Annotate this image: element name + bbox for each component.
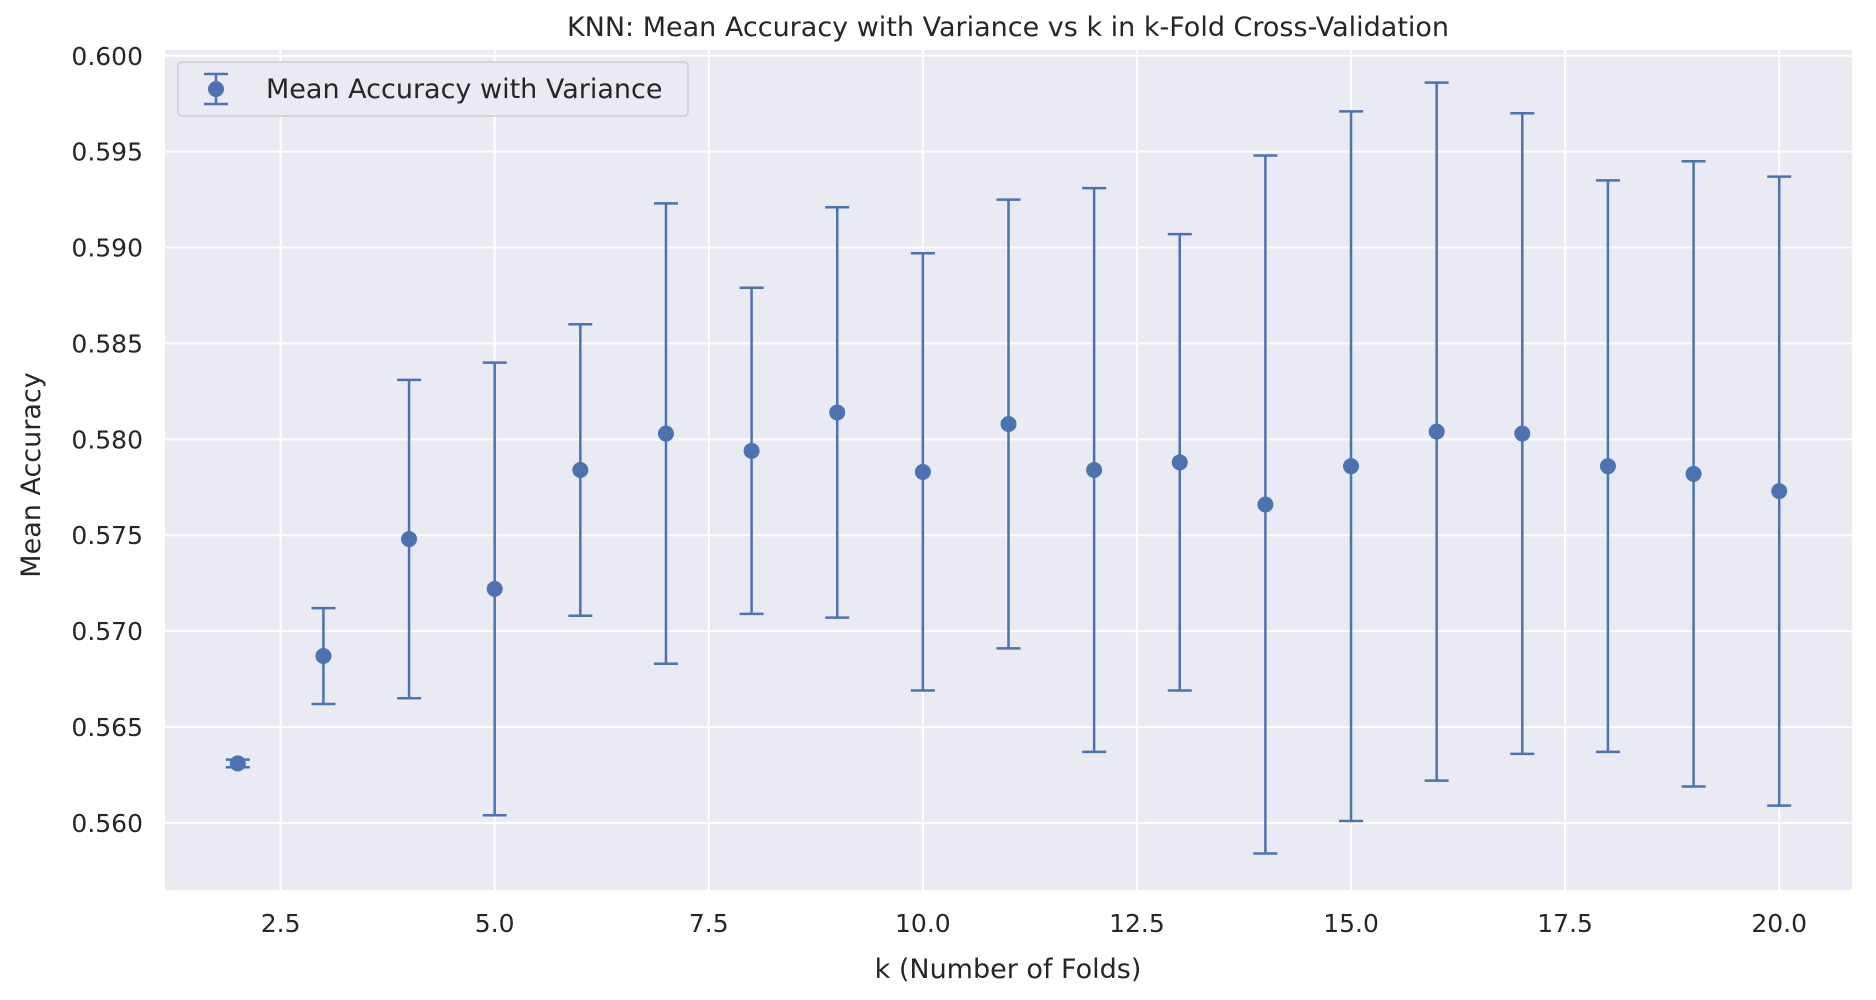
x-tick-label: 17.5 — [1537, 909, 1593, 938]
x-tick-label: 7.5 — [689, 909, 729, 938]
x-tick-label: 15.0 — [1323, 909, 1379, 938]
y-tick-label: 0.575 — [71, 521, 143, 550]
data-point-marker — [1599, 458, 1616, 475]
error-bar-point — [1595, 179, 1620, 754]
error-bar-point — [1082, 186, 1107, 754]
data-point-marker — [229, 755, 246, 772]
error-bar-point — [1253, 154, 1278, 855]
chart-title: KNN: Mean Accuracy with Variance vs k in… — [567, 12, 1449, 43]
x-tick-labels: 2.5 5.0 7.5 10.0 12.5 15.0 17.5 20.0 — [261, 909, 1807, 938]
data-points — [225, 81, 1792, 855]
error-bar-point — [1510, 112, 1535, 756]
error-bar-point — [1339, 110, 1364, 823]
error-bar-point — [1767, 175, 1792, 807]
data-point-marker — [657, 425, 674, 442]
data-point-marker — [401, 531, 418, 548]
data-point-marker — [1771, 483, 1788, 500]
error-bar-point — [311, 606, 336, 706]
y-tick-label: 0.565 — [71, 713, 143, 742]
data-point-marker — [743, 442, 760, 459]
legend-box — [177, 61, 689, 117]
error-bar-point — [910, 252, 935, 692]
data-point-marker — [914, 463, 931, 480]
x-tick-label: 20.0 — [1751, 909, 1807, 938]
error-bar-point — [1424, 81, 1449, 782]
data-point-marker — [1257, 496, 1274, 513]
y-tick-label: 0.560 — [71, 809, 143, 838]
data-point-marker — [1428, 423, 1445, 440]
y-tick-labels: 0.560 0.565 0.570 0.575 0.580 0.585 0.590 0.595… — [71, 42, 143, 838]
y-tick-label: 0.590 — [71, 234, 143, 263]
error-bar-point — [1681, 159, 1706, 788]
data-point-marker — [315, 648, 332, 665]
error-bar-point — [825, 206, 850, 619]
error-bar-point — [739, 286, 764, 616]
y-axis-label: Mean Accuracy — [16, 372, 47, 577]
y-tick-label: 0.585 — [71, 329, 143, 358]
legend-marker-icon — [208, 81, 224, 97]
data-point-marker — [1685, 465, 1702, 482]
y-tick-label: 0.600 — [71, 42, 143, 71]
legend-label: Mean Accuracy with Variance — [266, 74, 663, 105]
error-bar-point — [568, 322, 593, 618]
data-point-marker — [1514, 425, 1531, 442]
data-point-marker — [486, 580, 503, 597]
x-tick-label: 12.5 — [1109, 909, 1165, 938]
data-point-marker — [1086, 462, 1103, 478]
y-tick-label: 0.570 — [71, 617, 143, 646]
error-bar-point — [653, 202, 678, 665]
data-point-marker — [1171, 454, 1188, 471]
y-tick-label: 0.595 — [71, 138, 143, 167]
error-bar-point — [482, 361, 507, 817]
x-tick-label: 10.0 — [895, 909, 951, 938]
data-point-marker — [1343, 458, 1360, 475]
x-tick-label: 5.0 — [475, 909, 515, 938]
legend: Mean Accuracy with Variance — [177, 61, 689, 117]
error-bar-point — [225, 755, 250, 772]
data-point-marker — [572, 462, 589, 478]
error-bar-point — [1167, 232, 1192, 692]
x-tick-label: 2.5 — [261, 909, 301, 938]
error-bar-point — [397, 378, 422, 700]
error-bar-point — [996, 198, 1021, 650]
data-point-marker — [829, 404, 846, 421]
y-tick-label: 0.580 — [71, 425, 143, 454]
x-axis-label: k (Number of Folds) — [875, 954, 1142, 985]
data-point-marker — [1000, 415, 1017, 432]
